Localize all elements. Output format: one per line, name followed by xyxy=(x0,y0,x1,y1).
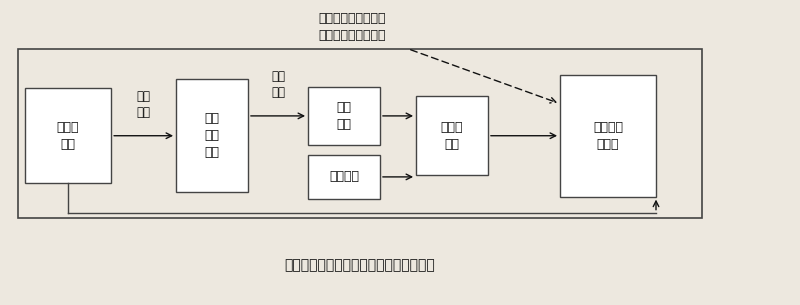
Bar xyxy=(18,49,702,218)
Text: 结果监视
计算机: 结果监视 计算机 xyxy=(593,121,623,151)
Text: 星敏
感器: 星敏 感器 xyxy=(337,101,351,131)
Text: 姿态
输出: 姿态 输出 xyxy=(137,90,150,119)
Text: 导航计
算机: 导航计 算机 xyxy=(441,121,463,151)
Bar xyxy=(176,79,248,192)
Bar xyxy=(308,87,380,145)
Text: 星像
坐标: 星像 坐标 xyxy=(271,70,285,99)
Bar xyxy=(308,155,380,199)
Text: 星穹
模拟
系统: 星穹 模拟 系统 xyxy=(205,112,219,159)
Text: 三轴姿态真实值与导航路径的经度和纬度: 三轴姿态真实值与导航路径的经度和纬度 xyxy=(285,258,435,272)
Text: 导航系统: 导航系统 xyxy=(329,170,359,183)
Text: 姿态和导航路径（包
括修正前和修正后）: 姿态和导航路径（包 括修正前和修正后） xyxy=(318,12,386,42)
Text: 轨迹发
生器: 轨迹发 生器 xyxy=(57,121,79,151)
Bar xyxy=(560,75,656,197)
Bar xyxy=(416,96,488,175)
Bar xyxy=(25,88,111,183)
